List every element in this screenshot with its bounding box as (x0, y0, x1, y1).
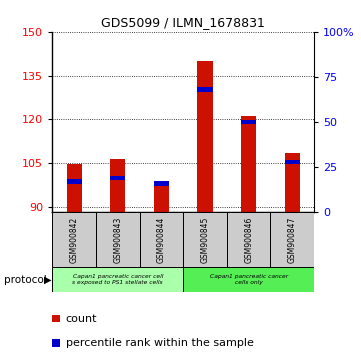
Bar (241, 116, 256, 212)
Text: GSM900846: GSM900846 (244, 217, 253, 263)
Bar (284, 160, 300, 164)
Bar (227, 212, 270, 267)
Bar (197, 61, 213, 212)
Bar (66, 164, 82, 212)
Bar (183, 212, 227, 267)
Title: GDS5099 / ILMN_1678831: GDS5099 / ILMN_1678831 (101, 16, 265, 29)
Bar (110, 159, 125, 212)
Bar (154, 181, 169, 186)
Bar (197, 87, 213, 92)
Text: percentile rank within the sample: percentile rank within the sample (66, 338, 253, 348)
Text: GSM900844: GSM900844 (157, 217, 166, 263)
Bar (96, 212, 140, 267)
Bar (66, 179, 82, 184)
Bar (52, 212, 96, 267)
Bar (241, 120, 256, 124)
Bar (52, 267, 183, 292)
Bar (110, 176, 125, 180)
Text: ▶: ▶ (44, 275, 52, 285)
Bar (183, 267, 314, 292)
Text: Capan1 pancreatic cancer
cells only: Capan1 pancreatic cancer cells only (209, 274, 288, 285)
Bar (154, 182, 169, 212)
Text: GSM900843: GSM900843 (113, 217, 122, 263)
Text: protocol: protocol (4, 275, 46, 285)
Bar (140, 212, 183, 267)
Bar (270, 212, 314, 267)
Text: count: count (66, 314, 97, 324)
Bar (284, 153, 300, 212)
Text: GSM900842: GSM900842 (70, 217, 79, 263)
Text: Capan1 pancreatic cancer cell
s exposed to PS1 stellate cells: Capan1 pancreatic cancer cell s exposed … (73, 274, 163, 285)
Text: GSM900845: GSM900845 (200, 217, 209, 263)
Text: GSM900847: GSM900847 (288, 217, 297, 263)
